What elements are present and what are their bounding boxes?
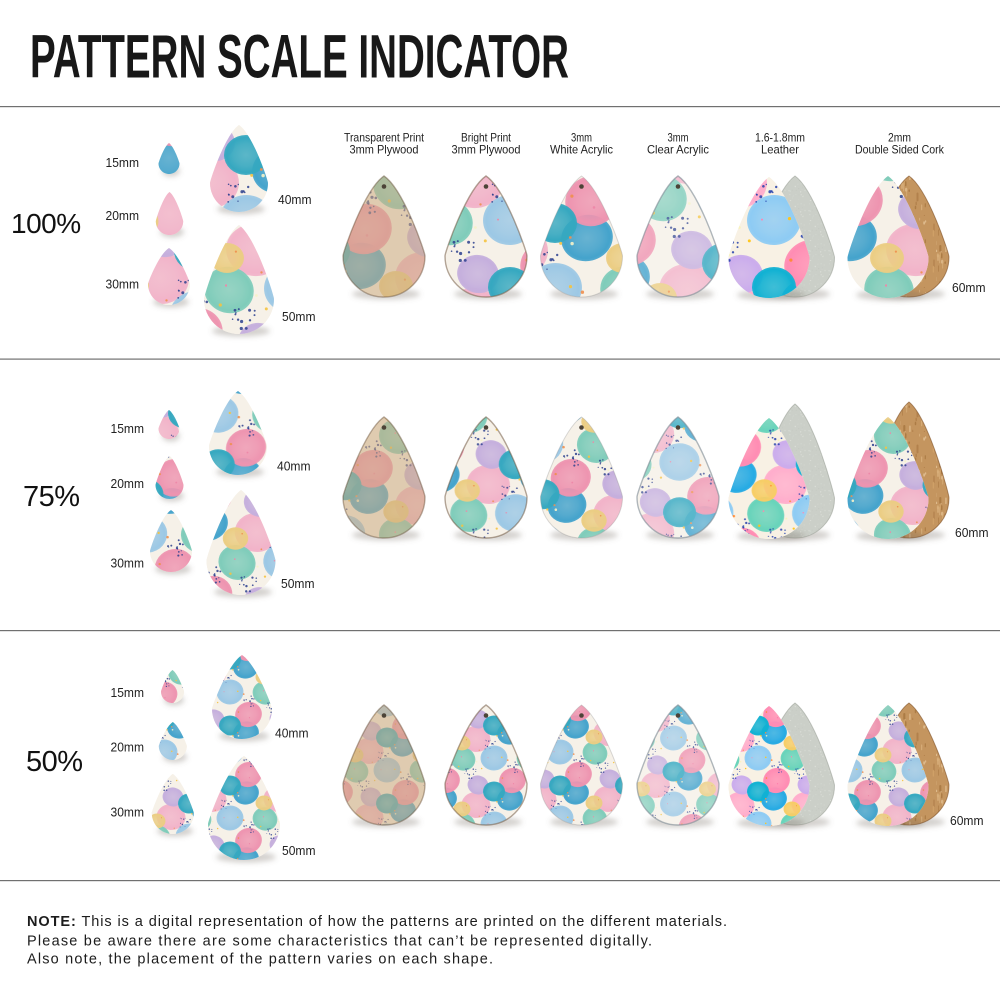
- svg-text:3mm Plywood: 3mm Plywood: [452, 143, 521, 157]
- svg-text:PATTERN SCALE INDICATOR: PATTERN SCALE INDICATOR: [30, 23, 569, 91]
- svg-text:15mm: 15mm: [106, 155, 140, 170]
- svg-text:30mm: 30mm: [111, 805, 145, 820]
- svg-text:3mm: 3mm: [571, 131, 592, 145]
- svg-text:Leather: Leather: [761, 143, 799, 157]
- svg-text:White Acrylic: White Acrylic: [550, 143, 613, 157]
- svg-text:20mm: 20mm: [111, 476, 145, 491]
- svg-text:40mm: 40mm: [275, 726, 309, 741]
- svg-text:20mm: 20mm: [106, 208, 140, 223]
- svg-text:60mm: 60mm: [952, 280, 986, 295]
- svg-text:15mm: 15mm: [111, 421, 145, 436]
- svg-text:30mm: 30mm: [106, 277, 140, 292]
- svg-text:NOTE: This is a digital repres: NOTE: This is a digital representation o…: [27, 914, 727, 930]
- svg-text:40mm: 40mm: [277, 459, 311, 474]
- svg-text:50mm: 50mm: [281, 576, 315, 591]
- svg-text:40mm: 40mm: [278, 192, 312, 207]
- svg-text:30mm: 30mm: [111, 556, 145, 571]
- svg-text:3mm: 3mm: [668, 131, 689, 145]
- svg-text:Transparent Print: Transparent Print: [344, 131, 425, 145]
- svg-text:Please be aware there are some: Please be aware there are some character…: [27, 934, 652, 950]
- svg-text:15mm: 15mm: [111, 685, 145, 700]
- svg-text:50mm: 50mm: [282, 309, 316, 324]
- svg-text:Double Sided Cork: Double Sided Cork: [855, 143, 944, 157]
- svg-text:60mm: 60mm: [955, 525, 989, 540]
- svg-text:Also note, the placement of th: Also note, the placement of the pattern …: [27, 952, 493, 968]
- svg-text:2mm: 2mm: [888, 131, 911, 145]
- svg-text:Bright Print: Bright Print: [461, 131, 512, 145]
- svg-text:50%: 50%: [26, 746, 83, 778]
- svg-text:75%: 75%: [23, 481, 80, 513]
- svg-text:3mm Plywood: 3mm Plywood: [350, 143, 419, 157]
- svg-text:60mm: 60mm: [950, 813, 984, 828]
- svg-text:100%: 100%: [11, 208, 81, 239]
- svg-text:Clear Acrylic: Clear Acrylic: [647, 143, 709, 157]
- svg-text:20mm: 20mm: [111, 740, 145, 755]
- svg-text:50mm: 50mm: [282, 843, 316, 858]
- svg-text:1.6-1.8mm: 1.6-1.8mm: [755, 131, 805, 145]
